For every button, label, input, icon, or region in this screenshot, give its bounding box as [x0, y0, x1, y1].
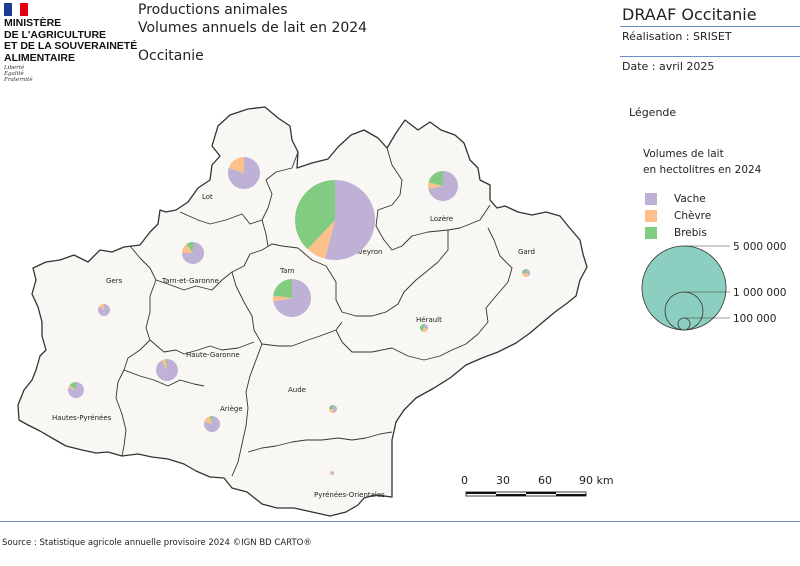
department-label: Gard [518, 248, 535, 256]
pie-chart [330, 471, 334, 476]
pie-chart [428, 171, 458, 202]
motto-line: Égalité [4, 71, 24, 77]
size-label: 5 000 000 [733, 241, 787, 253]
ministry-name-line: DE L'AGRICULTURE [4, 28, 107, 41]
pie-chart [156, 359, 179, 382]
pie-slice [333, 405, 337, 413]
motto-line: Fraternité [4, 77, 33, 83]
department-label: Tarn-et-Garonne [161, 277, 219, 285]
pie-slice [186, 242, 193, 253]
ministry-name-line: ET DE LA SOUVERAINETÉ [4, 40, 138, 52]
size-circle-100000 [677, 317, 691, 331]
scale-bar [465, 491, 587, 497]
pie-slice [165, 359, 167, 370]
pie-chart [420, 324, 428, 332]
motto-line: Liberté [4, 65, 25, 71]
pie-slice [228, 157, 244, 173]
french-flag-icon [4, 3, 28, 16]
pie-chart [273, 279, 311, 317]
pie-slice [420, 324, 424, 332]
pie-chart [329, 405, 337, 413]
pie-slice [522, 273, 529, 277]
region-name: Occitanie [138, 48, 204, 64]
legend-subtitle: Volumes de lait en hectolitres en 2024 [643, 146, 761, 178]
size-label: 1 000 000 [733, 287, 787, 299]
ministry-name-line: MINISTÈRE [4, 17, 62, 29]
size-legend [641, 245, 730, 331]
pie-slice [428, 171, 443, 186]
pie-slice [330, 471, 334, 476]
publication-date: Date : avril 2025 [622, 60, 715, 73]
legend-subtitle-line: Volumes de lait [643, 148, 724, 160]
pie-slice [69, 382, 76, 390]
pie-slice [273, 279, 292, 298]
department-label: Aveyron [354, 248, 382, 256]
pie-slice [421, 328, 428, 332]
pie-slice [273, 295, 292, 302]
pie-slice [209, 416, 212, 424]
scale-tick: 90 km [579, 474, 614, 487]
legend-item-label: Chèvre [674, 210, 712, 222]
realisation-credit: Réalisation : SRISET [622, 30, 732, 43]
scale-tick: 60 [538, 474, 552, 487]
scale-tick: 0 [461, 474, 468, 487]
pie-slice [424, 324, 428, 330]
pie-slice [526, 269, 530, 277]
title-line-1: Productions animales [138, 2, 288, 18]
department-label: Tarn [279, 267, 295, 275]
department-label: Haute-Garonne [186, 351, 240, 359]
pie-slice [156, 359, 179, 382]
department-label: Ariège [220, 405, 243, 413]
pie-chart [228, 157, 260, 189]
pie-slice [428, 171, 458, 202]
scale-tick: 30 [496, 474, 510, 487]
pie-slice [329, 409, 335, 413]
size-label: 100 000 [733, 313, 777, 325]
pie-chart [182, 242, 204, 264]
ministry-logo: MINISTÈRE DE L'AGRICULTURE ET DE LA SOUV… [4, 3, 144, 85]
legend-swatch [645, 193, 657, 205]
organization-name: DRAAF Occitanie [622, 5, 757, 24]
department-label: Gers [106, 277, 123, 285]
pie-slice [204, 416, 212, 424]
pie-slice [325, 180, 375, 260]
pie-slice [98, 304, 111, 317]
department-label: Pyrénées-Orientales [314, 491, 385, 499]
pie-slice [522, 269, 526, 273]
title-line-2: Volumes annuels de lait en 2024 [138, 20, 368, 36]
source-note: Source : Statistique agricole annuelle p… [2, 538, 312, 548]
department-label: Hautes-Pyrénées [52, 414, 112, 422]
pie-chart [522, 269, 530, 277]
legend-swatch [645, 210, 657, 222]
pie-chart [98, 304, 111, 317]
pie-slice [330, 471, 332, 475]
map-title: Productions animales Volumes annuels de … [138, 1, 367, 37]
legend-heading: Légende [629, 106, 677, 119]
ministry-name-line: ALIMENTAIRE [4, 51, 75, 64]
pie-slice [204, 416, 220, 432]
pie-chart [204, 416, 220, 432]
pie-slice [307, 220, 335, 259]
pie-slice [428, 182, 443, 189]
legend-subtitle-line: en hectolitres en 2024 [643, 164, 762, 176]
department-label: Lozère [430, 215, 453, 223]
pie-slice [294, 180, 335, 250]
pie-slice [273, 279, 311, 317]
pie-chart [294, 180, 375, 260]
legend-item-label: Brebis [674, 227, 707, 239]
pie-slice [161, 359, 167, 370]
department-label: Hérault [416, 316, 442, 324]
pie-chart [68, 382, 84, 398]
pie-slice [182, 244, 193, 253]
pie-slice [329, 405, 333, 409]
department-label: Lot [202, 193, 213, 201]
legend-swatch [645, 227, 657, 239]
pie-slice [68, 385, 76, 390]
pie-slice [99, 304, 104, 310]
legend-item-label: Vache [674, 193, 706, 205]
department-label: Aude [288, 386, 306, 394]
